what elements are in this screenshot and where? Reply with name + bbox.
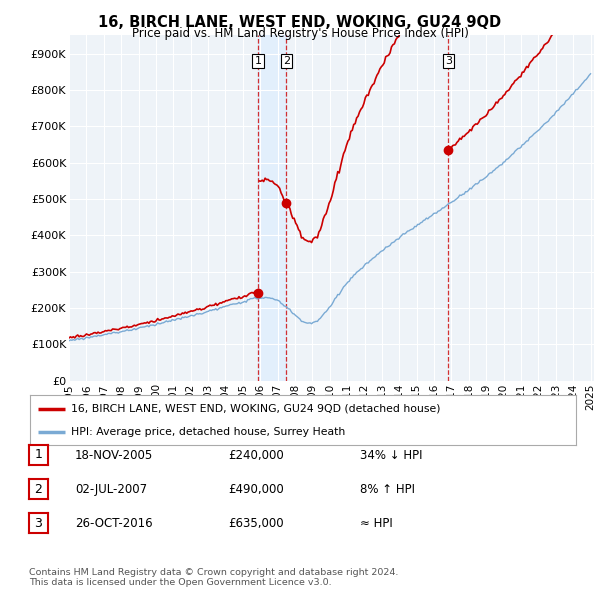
- Text: 8% ↑ HPI: 8% ↑ HPI: [360, 483, 415, 496]
- Text: ≈ HPI: ≈ HPI: [360, 517, 393, 530]
- Text: 18-NOV-2005: 18-NOV-2005: [75, 449, 153, 462]
- Text: £240,000: £240,000: [228, 449, 284, 462]
- Text: 16, BIRCH LANE, WEST END, WOKING, GU24 9QD (detached house): 16, BIRCH LANE, WEST END, WOKING, GU24 9…: [71, 404, 440, 414]
- Text: HPI: Average price, detached house, Surrey Heath: HPI: Average price, detached house, Surr…: [71, 427, 345, 437]
- Text: 2: 2: [34, 483, 43, 496]
- Text: 26-OCT-2016: 26-OCT-2016: [75, 517, 152, 530]
- Text: Contains HM Land Registry data © Crown copyright and database right 2024.
This d: Contains HM Land Registry data © Crown c…: [29, 568, 398, 587]
- Text: 16, BIRCH LANE, WEST END, WOKING, GU24 9QD: 16, BIRCH LANE, WEST END, WOKING, GU24 9…: [98, 15, 502, 30]
- Text: 3: 3: [34, 517, 43, 530]
- Text: 02-JUL-2007: 02-JUL-2007: [75, 483, 147, 496]
- Text: 3: 3: [445, 56, 452, 66]
- Text: 34% ↓ HPI: 34% ↓ HPI: [360, 449, 422, 462]
- Bar: [258, 35, 286, 381]
- Text: Price paid vs. HM Land Registry's House Price Index (HPI): Price paid vs. HM Land Registry's House …: [131, 27, 469, 40]
- Text: £490,000: £490,000: [228, 483, 284, 496]
- Text: 1: 1: [254, 56, 262, 66]
- Text: £635,000: £635,000: [228, 517, 284, 530]
- Text: 2: 2: [283, 56, 290, 66]
- Text: 1: 1: [34, 448, 43, 461]
